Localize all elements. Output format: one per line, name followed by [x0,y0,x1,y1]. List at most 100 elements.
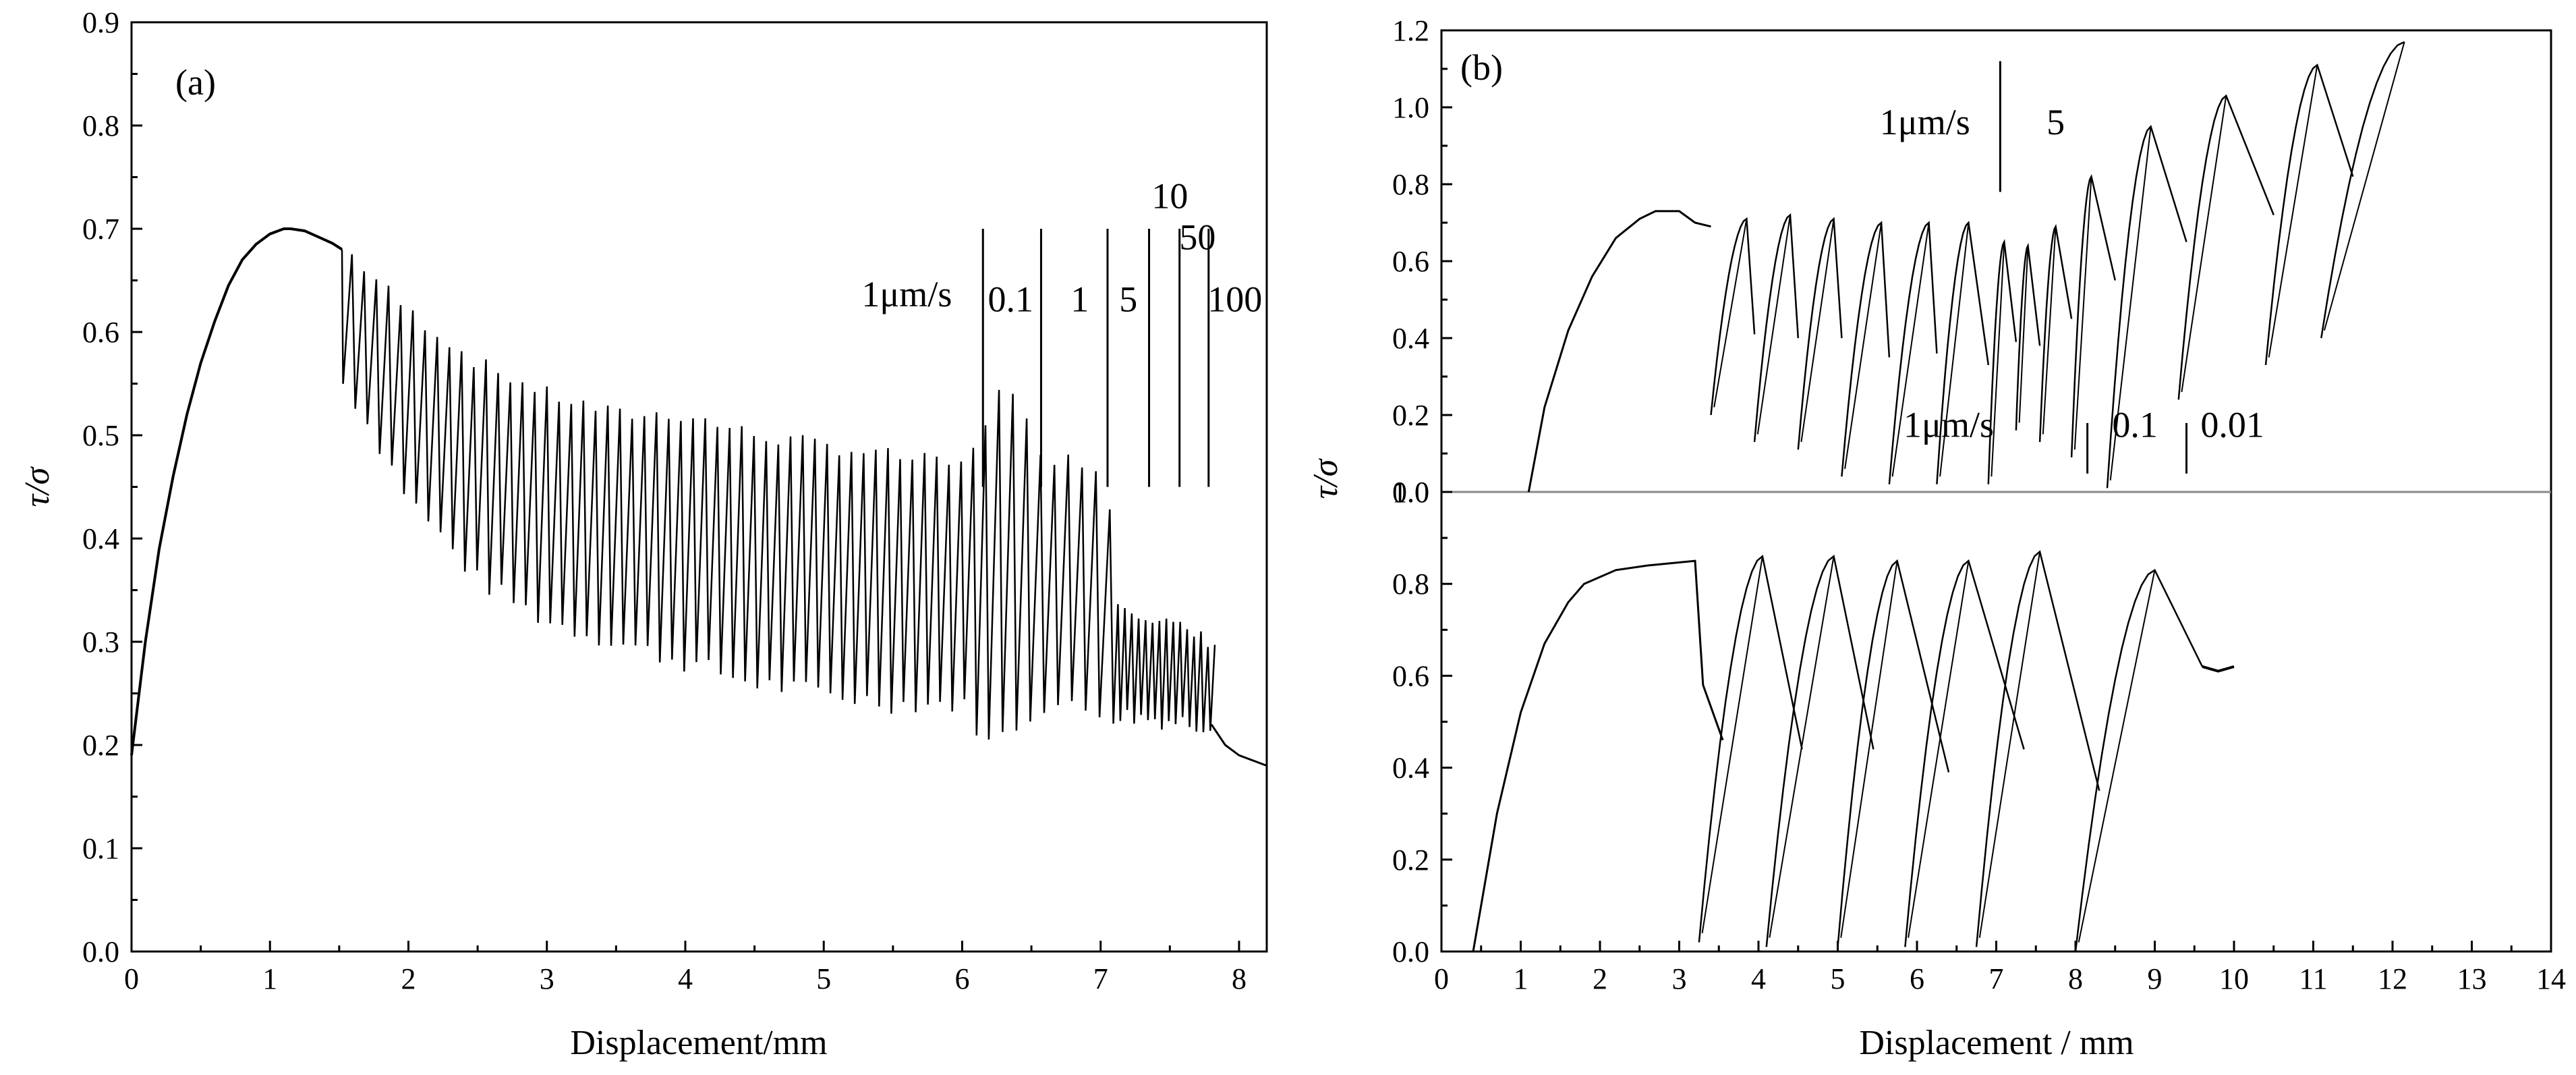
panel-b-bottom-y-tick-label: 0.4 [1392,752,1429,785]
panel-b-top-cycle [2264,63,2354,366]
panel-a-ylabel: τ/σ [18,466,57,507]
panel-b-bottom-unload [1701,556,1763,933]
panel-b-top-unload [1939,222,1970,477]
panel-a-xlabel: Displacement/mm [570,1024,827,1062]
panel-b-axes: 0 1 2 3 4 5 6 7 8 9 10 11 12 13 140.00.20.40.60.81.01.… [1392,14,2566,995]
panel-b-top-cycle [2177,94,2274,400]
panel-b-top-cycle [1936,221,1990,485]
panel-a-rate-annotation: 10 [1151,175,1188,216]
panel-b-bottom-rate-annotation: 1μm/s [1904,404,1994,445]
panel-b-top-unload [1891,222,1930,477]
panel-b-top-cycle [1797,217,1843,450]
panel-b-top-unload [2323,41,2405,331]
panel-b-x-tick-label: 12 [2378,962,2407,995]
panel-b-top-y-tick-label: 0.4 [1392,322,1429,355]
panel-b-bottom-cycle [1837,559,1950,947]
panel-b-bottom-cycle [1904,559,2025,947]
panel-b-top-cycle [2070,173,2117,458]
panel-b-top-cycle [1841,221,1891,477]
panel-b-top-cycle [1753,213,1800,443]
panel-b-bottom-unload [1840,560,1898,938]
panel-b-label: (b) [1460,47,1503,88]
panel-b-top-cycle [1888,221,1938,485]
panel-b-top-unload [2018,246,2029,423]
panel-b-bottom-cycle [1698,554,1803,943]
panel-a-x-tick-label: 4 [678,962,693,995]
panel-b-x-tick-label: 5 [1831,962,1845,995]
panel-a-y-tick-label: 0.5 [82,419,119,452]
panel-a-y-tick-label: 0.1 [82,832,119,865]
panel-b-bottom-unload [1978,551,2041,938]
panel-b-top-unload [1844,222,1883,469]
panel-b-top-rate-annotation: 5 [2047,102,2065,142]
panel-b-x-tick-label: 14 [2536,962,2566,995]
panel-a-rate-annotation: 100 [1207,279,1262,319]
panel-b-bottom-y-tick-label: 1.0 [1392,476,1429,509]
panel-b: 0 1 2 3 4 5 6 7 8 9 10 11 12 13 140.00.20.40.60.81.01.… [1307,14,2566,1062]
panel-a-rate-annotation: 1μm/s [861,274,952,314]
panel-a-rate-annotation: 50 [1179,217,1215,258]
panel-b-top-unload [2073,176,2092,450]
panel-b-top-unload [1800,219,1835,443]
panel-b-x-tick-label: 10 [2219,962,2249,995]
panel-b-top-unload [1713,219,1748,408]
panel-b-xlabel: Displacement / mm [1859,1024,2134,1062]
panel-b-bottom-y-tick-label: 0.6 [1392,659,1429,692]
panel-a-x-tick-label: 2 [401,962,416,995]
panel-b-x-tick-label: 0 [1434,962,1449,995]
panel-a-x-tick-label: 0 [124,962,139,995]
panel-b-top-y-tick-label: 0.0 [1392,476,1429,509]
panel-b-bottom-rate-annotation: 0.01 [2200,404,2264,445]
panel-b-bottom-cycle [1765,555,1874,947]
panel-b-bottom-y-tick-label: 0.0 [1392,935,1429,968]
panel-b-x-tick-label: 13 [2457,962,2487,995]
panel-b-top-unload [2268,65,2318,358]
panel-a-y-tick-label: 0.3 [82,626,119,659]
panel-b-bottom-cycle [2074,568,2204,952]
panel-b-bottom-cycle [1975,550,2100,947]
panel-a-y-tick-label: 0.7 [82,213,119,246]
panel-a-series-stick-slip [341,249,1216,740]
panel-b-x-tick-label: 3 [1672,962,1687,995]
panel-b-top-unload [2181,95,2227,392]
panel-a-y-tick-label: 0.9 [82,6,119,39]
panel-b-bottom-rate-annotation: 0.1 [2112,404,2158,445]
panel-b-bottom-unload [1908,560,1970,938]
panel-a-x-tick-label: 1 [262,962,277,995]
panel-b-x-tick-label: 9 [2148,962,2163,995]
panel-b-x-tick-label: 7 [1989,962,2004,995]
panel-b-x-tick-label: 8 [2068,962,2083,995]
panel-b-top-y-tick-label: 0.6 [1392,245,1429,278]
panel-a-x-tick-label: 5 [816,962,831,995]
panel-a-y-tick-label: 0.4 [82,522,119,555]
panel-a-y-tick-label: 0.8 [82,109,119,142]
panel-b-top-unload [1991,242,2005,477]
panel-a-rate-annotation: 1 [1070,279,1089,319]
panel-a-x-tick-label: 6 [954,962,969,995]
panel-a-y-tick-label: 0.0 [82,935,119,968]
panel-a-y-tick-label: 0.2 [82,729,119,762]
panel-b-bottom-unload [1769,556,1835,938]
panel-a-x-tick-label: 3 [540,962,554,995]
panel-b-bottom-y-tick-label: 0.2 [1392,844,1429,877]
panel-b-top-unload [2109,126,2152,481]
panel-a-series-tail [1210,723,1267,767]
panel-a-rate-annotation: 5 [1119,279,1137,319]
panel-b-bottom-final-curve [2202,665,2235,673]
panel-a-label: (a) [175,62,216,103]
panel-b-ylabel: τ/σ [1307,458,1345,499]
panel-b-top-y-tick-label: 1.0 [1392,91,1429,124]
panel-b-x-tick-label: 2 [1593,962,1607,995]
panel-b-top-cycle [1710,217,1756,416]
panel-a-x-tick-label: 8 [1232,962,1247,995]
panel-a-series-initial-curve [130,227,343,756]
panel-a-rate-annotation: 0.1 [988,279,1034,319]
panel-b-top-rate-annotation: 1μm/s [1880,102,1970,142]
panel-b-top-y-tick-label: 1.2 [1392,14,1429,47]
panel-b-bottom-initial-curve [1472,559,1724,952]
panel-b-top-unload [1756,215,1791,435]
panel-a-y-tick-label: 0.6 [82,316,119,349]
panel-b-marks: 1μm/s 5 1μm/s 0.1 0.01 [1472,40,2405,952]
panel-b-top-initial-curve [1527,210,1711,493]
